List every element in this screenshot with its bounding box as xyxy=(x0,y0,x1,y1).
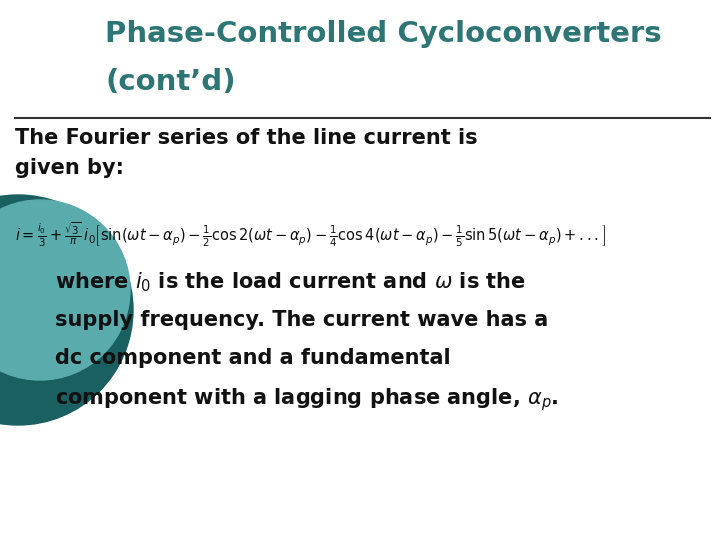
Text: component with a lagging phase angle, $\alpha_p$.: component with a lagging phase angle, $\… xyxy=(55,386,559,413)
Text: where $i_0$ is the load current and $\omega$ is the: where $i_0$ is the load current and $\om… xyxy=(55,270,526,294)
Text: The Fourier series of the line current is
given by:: The Fourier series of the line current i… xyxy=(15,128,477,178)
Text: supply frequency. The current wave has a: supply frequency. The current wave has a xyxy=(55,310,548,330)
Text: (cont’d): (cont’d) xyxy=(105,68,235,96)
Circle shape xyxy=(0,200,130,380)
Text: Phase-Controlled Cycloconverters: Phase-Controlled Cycloconverters xyxy=(105,20,662,48)
Circle shape xyxy=(0,195,133,425)
Text: $i = \frac{i_0}{3} + \frac{\sqrt{3}}{\pi}\,i_0\left[\sin(\omega t - \alpha_p) - : $i = \frac{i_0}{3} + \frac{\sqrt{3}}{\pi… xyxy=(15,221,606,249)
Text: dc component and a fundamental: dc component and a fundamental xyxy=(55,348,451,368)
